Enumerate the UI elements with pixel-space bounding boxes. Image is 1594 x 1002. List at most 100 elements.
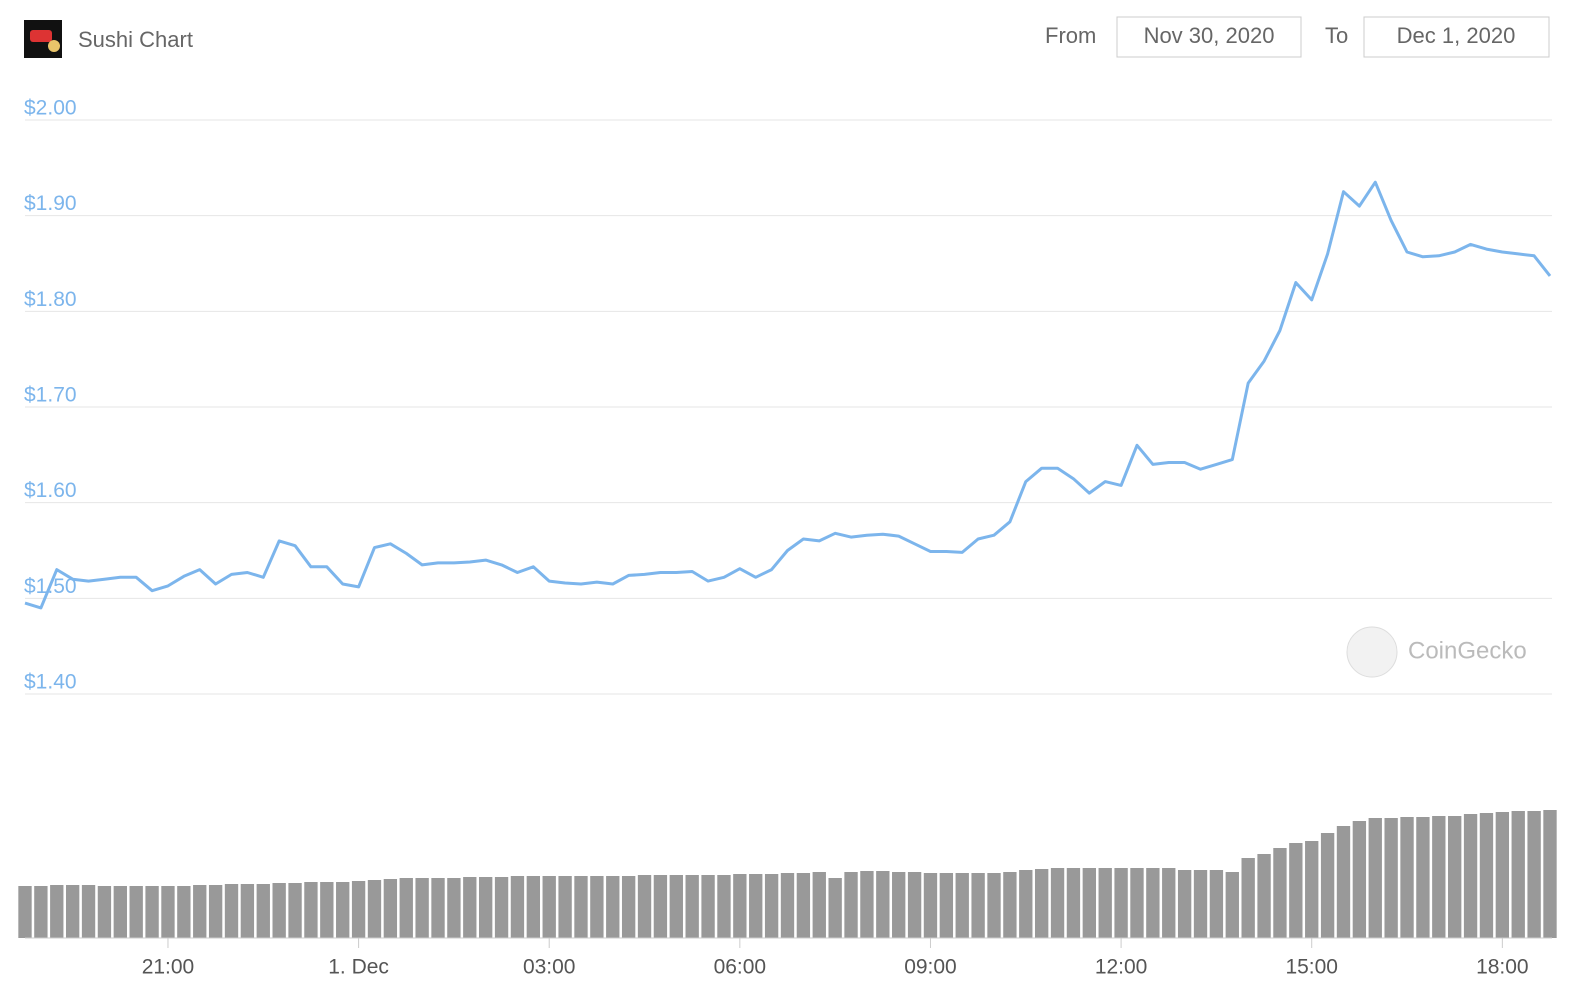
- volume-bar: [113, 886, 127, 938]
- volume-bar: [1289, 843, 1303, 938]
- volume-bar: [907, 872, 922, 938]
- to-date-input[interactable]: [1363, 16, 1550, 58]
- volume-bar: [288, 883, 302, 938]
- watermark-logo: [1346, 626, 1398, 678]
- volume-bar: [415, 878, 429, 938]
- volume-bar: [208, 885, 223, 938]
- volume-bar: [272, 883, 286, 938]
- volume-bar: [145, 886, 159, 938]
- volume-bar: [796, 873, 811, 938]
- volume-bar: [65, 885, 80, 938]
- watermark: CoinGecko: [1408, 637, 1527, 664]
- volume-bar: [669, 875, 683, 938]
- volume-bar: [542, 876, 556, 938]
- volume-bar: [558, 876, 572, 938]
- to-label: To: [1325, 23, 1348, 48]
- volume-bar: [717, 875, 731, 938]
- volume-bar: [336, 882, 350, 938]
- volume-bar: [320, 882, 334, 938]
- volume-bar: [1066, 868, 1081, 938]
- volume-bar: [828, 878, 842, 938]
- volume-bar: [1463, 814, 1478, 938]
- volume-bar: [685, 875, 699, 938]
- volume-bar: [749, 874, 763, 938]
- volume-bar: [1527, 811, 1541, 938]
- volume-bar: [1400, 817, 1414, 938]
- volume-bar: [653, 875, 668, 938]
- volume-bar: [1320, 833, 1335, 938]
- volume-bar: [256, 884, 270, 938]
- volume-bar: [621, 876, 636, 938]
- x-tick-label: 12:00: [1095, 956, 1148, 979]
- x-tick-label: 21:00: [142, 956, 195, 979]
- volume-bar: [1257, 854, 1271, 938]
- volume-bar: [97, 886, 112, 938]
- volume-bar: [1479, 813, 1494, 938]
- y-tick-label: $1.70: [24, 384, 77, 407]
- volume-bar: [367, 880, 382, 938]
- volume-bar: [1368, 818, 1382, 938]
- volume-bar: [733, 874, 747, 938]
- volume-bar: [637, 875, 652, 938]
- x-tick-label: 03:00: [523, 956, 576, 979]
- volume-bar: [1511, 811, 1525, 938]
- x-tick-label: 06:00: [714, 956, 767, 979]
- volume-bar: [860, 871, 874, 938]
- volume-bar: [34, 886, 48, 938]
- volume-bar: [1082, 868, 1096, 938]
- volume-bar: [1543, 810, 1557, 938]
- volume-bar: [383, 879, 398, 938]
- volume-bar: [399, 878, 413, 938]
- y-tick-label: $1.40: [24, 671, 77, 694]
- volume-bar: [590, 876, 604, 938]
- volume-bar: [1416, 817, 1430, 938]
- volume-bar: [50, 885, 64, 938]
- volume-bar: [1019, 870, 1033, 938]
- chart-title: Sushi Chart: [78, 27, 193, 52]
- coin-icon-detail: [30, 30, 52, 42]
- volume-bar: [1209, 870, 1224, 938]
- volume-bar: [892, 872, 906, 938]
- volume-bar: [1050, 868, 1065, 938]
- volume-bar: [1225, 872, 1239, 938]
- volume-bar: [240, 884, 255, 938]
- volume-bar: [193, 885, 207, 938]
- y-tick-label: $1.80: [24, 288, 77, 311]
- volume-bar: [304, 882, 318, 938]
- volume-bar: [1034, 869, 1049, 938]
- from-date: Nov 30, 2020: [1144, 23, 1275, 48]
- x-tick-label: 09:00: [904, 956, 957, 979]
- volume-bar: [1162, 868, 1176, 938]
- volume-bar: [463, 877, 477, 938]
- volume-bar: [987, 873, 1001, 938]
- volume-bar: [494, 877, 509, 938]
- volume-bar: [1336, 826, 1351, 938]
- volume-bar: [1384, 818, 1398, 938]
- volume-bar: [574, 876, 588, 938]
- volume-bar: [1146, 868, 1160, 938]
- volume-bar: [1241, 858, 1255, 938]
- volume-bar: [351, 881, 366, 938]
- volume-bar: [510, 876, 525, 938]
- volume-bar: [526, 876, 541, 938]
- volume-bar: [764, 874, 779, 938]
- volume-bar: [1098, 868, 1112, 938]
- volume-bar: [1130, 868, 1144, 938]
- volume-bar: [18, 886, 32, 938]
- volume-bar: [479, 877, 493, 938]
- x-tick-label: 1. Dec: [328, 956, 389, 979]
- volume-bar: [923, 873, 938, 938]
- x-tick-label: 18:00: [1476, 956, 1529, 979]
- from-label: From: [1045, 23, 1096, 48]
- volume-bar: [1003, 872, 1017, 938]
- volume-bar: [955, 873, 969, 938]
- y-tick-label: $2.00: [24, 97, 77, 120]
- to-date: Dec 1, 2020: [1397, 23, 1516, 48]
- volume-bar: [701, 875, 715, 938]
- volume-bar: [876, 871, 890, 938]
- from-date-input[interactable]: [1116, 16, 1302, 58]
- volume-bar: [161, 886, 175, 938]
- volume-bar: [447, 878, 461, 938]
- y-tick-label: $1.60: [24, 479, 77, 502]
